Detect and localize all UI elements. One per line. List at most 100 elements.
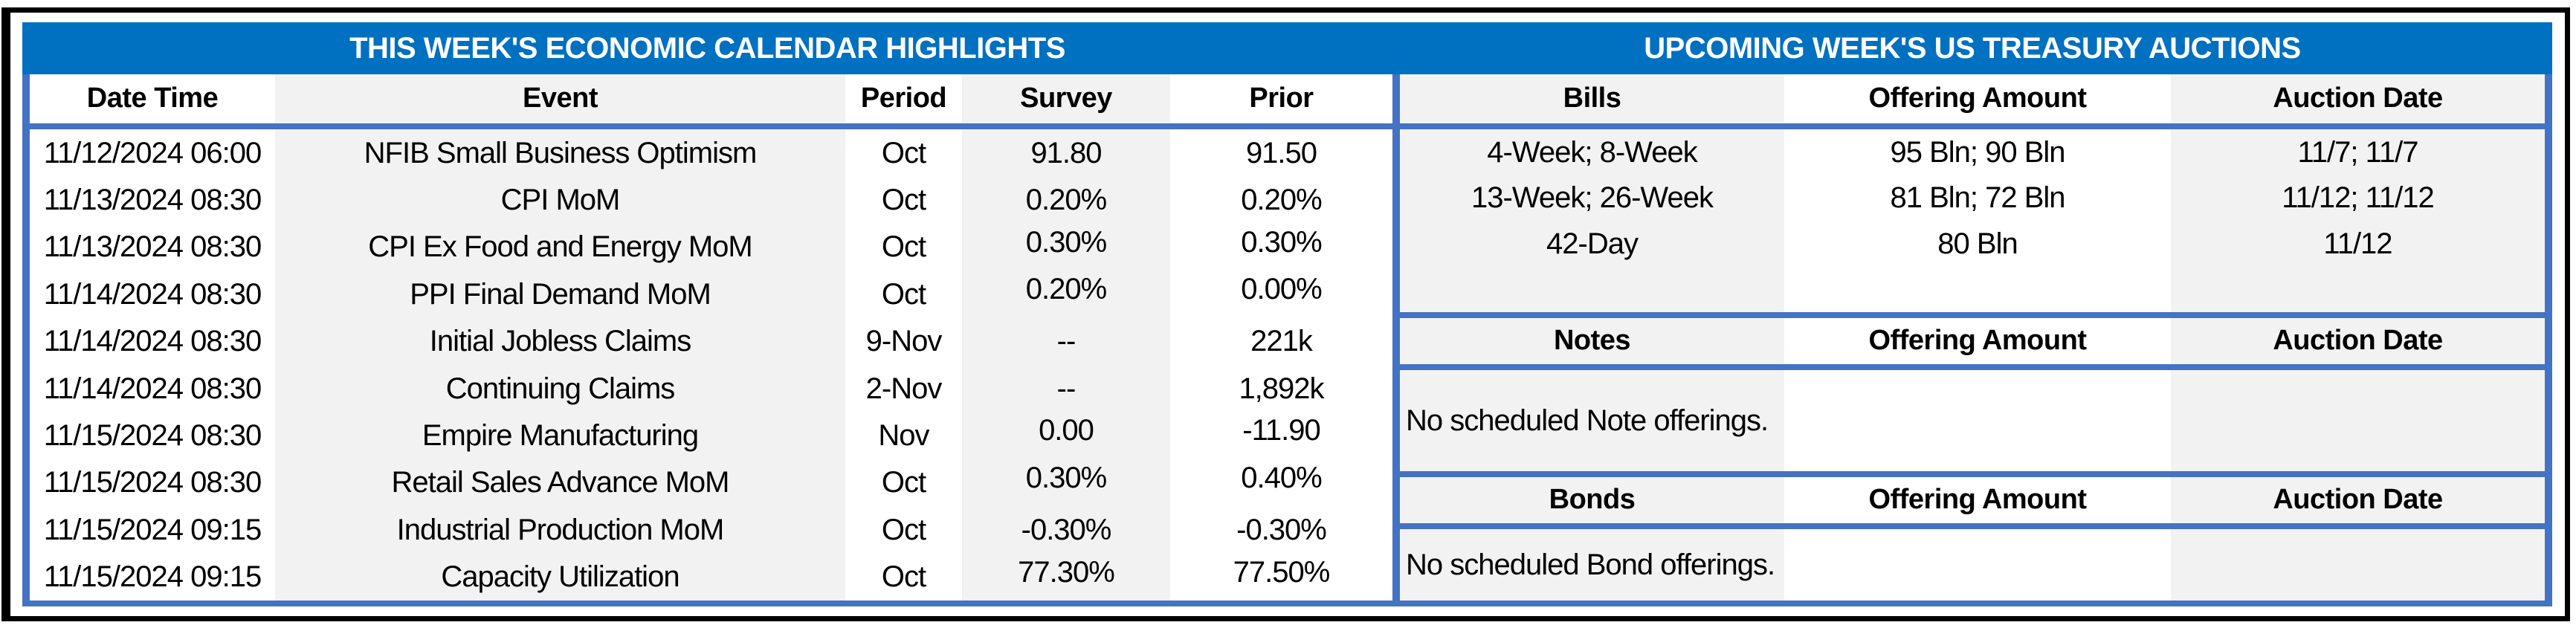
bills-header-row: Bills Offering Amount Auction Date	[1400, 74, 2545, 123]
cell-survey: --	[962, 364, 1170, 412]
cell-prior: 0.30%	[1170, 223, 1392, 271]
cell-survey: 0.20%	[962, 176, 1170, 224]
cell-period: Oct	[845, 553, 962, 601]
cell-survey: 0.30%	[962, 223, 1170, 271]
cell-date-time: 11/14/2024 08:30	[30, 317, 275, 365]
section-divider	[1400, 471, 2545, 477]
cell-survey: 0.20%	[962, 271, 1170, 318]
cell-prior: -11.90	[1170, 412, 1392, 459]
cell-date-time: 11/15/2024 08:30	[30, 412, 275, 459]
header-divider	[1400, 123, 2545, 129]
calendar-row: 11/13/2024 08:30 CPI MoM Oct 0.20% 0.20%	[30, 176, 1392, 224]
cell-prior: 0.20%	[1170, 176, 1392, 224]
cell-auction-date	[2171, 266, 2545, 312]
calendar-row: 11/15/2024 09:15 Industrial Production M…	[30, 506, 1392, 554]
col-header-bonds: Bonds	[1400, 477, 1784, 523]
calendar-row: 11/15/2024 09:15 Capacity Utilization Oc…	[30, 553, 1392, 601]
cell-period: 2-Nov	[845, 364, 962, 412]
calendar-row: 11/14/2024 08:30 PPI Final Demand MoM Oc…	[30, 271, 1392, 318]
cell-auction-date: 11/7; 11/7	[2171, 129, 2545, 175]
bills-row: 13-Week; 26-Week 81 Bln; 72 Bln 11/12; 1…	[1400, 175, 2545, 221]
bonds-message: No scheduled Bond offerings.	[1400, 529, 1784, 601]
cell-offering-amount	[1784, 370, 2171, 471]
cell-date-time: 11/13/2024 08:30	[30, 176, 275, 224]
cell-offering-amount: 95 Bln; 90 Bln	[1784, 129, 2171, 175]
cell-prior: 0.40%	[1170, 459, 1392, 507]
cell-event: NFIB Small Business Optimism	[275, 129, 845, 177]
calendar-row: 11/15/2024 08:30 Retail Sales Advance Mo…	[30, 459, 1392, 507]
cell-bill-type: 4-Week; 8-Week	[1400, 129, 1784, 175]
bonds-header-row: Bonds Offering Amount Auction Date	[1400, 477, 2545, 523]
cell-survey: -0.30%	[962, 506, 1170, 554]
cell-prior: 77.50%	[1170, 553, 1392, 601]
cell-auction-date	[2171, 370, 2545, 471]
treasury-auctions-title: UPCOMING WEEK'S US TREASURY AUCTIONS	[1644, 31, 2301, 65]
economic-calendar-table: Date Time Event Period Survey Prior 11/1…	[22, 74, 1392, 606]
cell-date-time: 11/13/2024 08:30	[30, 223, 275, 271]
cell-period: Oct	[845, 506, 962, 554]
notes-message-row: No scheduled Note offerings.	[1400, 370, 2545, 471]
cell-auction-date: 11/12	[2171, 221, 2545, 267]
cell-period: Nov	[845, 412, 962, 459]
calendar-row: 11/12/2024 06:00 NFIB Small Business Opt…	[30, 129, 1392, 177]
cell-bill-type: 42-Day	[1400, 221, 1784, 267]
cell-bill-type	[1400, 266, 1784, 312]
col-header-offering-amount: Offering Amount	[1784, 318, 2171, 364]
cell-prior: 0.00%	[1170, 271, 1392, 318]
col-header-survey: Survey	[962, 74, 1170, 123]
cell-survey: --	[962, 317, 1170, 365]
calendar-row: 11/14/2024 08:30 Initial Jobless Claims …	[30, 317, 1392, 365]
header-divider	[1400, 523, 2545, 529]
cell-survey: 91.80	[962, 129, 1170, 177]
col-header-period: Period	[845, 74, 962, 123]
cell-event: CPI MoM	[275, 176, 845, 224]
cell-period: Oct	[845, 223, 962, 271]
bills-row: 4-Week; 8-Week 95 Bln; 90 Bln 11/7; 11/7	[1400, 129, 2545, 175]
cell-offering-amount: 81 Bln; 72 Bln	[1784, 175, 2171, 221]
cell-bill-type: 13-Week; 26-Week	[1400, 175, 1784, 221]
cell-date-time: 11/15/2024 08:30	[30, 459, 275, 507]
cell-event: Continuing Claims	[275, 364, 845, 412]
cell-date-time: 11/14/2024 08:30	[30, 364, 275, 412]
title-band: THIS WEEK'S ECONOMIC CALENDAR HIGHLIGHTS…	[22, 22, 2552, 74]
header-divider	[30, 123, 1392, 129]
cell-survey: 0.30%	[962, 459, 1170, 507]
header-divider	[1400, 364, 2545, 370]
cell-period: Oct	[845, 459, 962, 507]
cell-period: Oct	[845, 176, 962, 224]
col-header-auction-date: Auction Date	[2171, 477, 2545, 523]
cell-prior: 221k	[1170, 317, 1392, 365]
col-header-prior: Prior	[1170, 74, 1392, 123]
cell-prior: 91.50	[1170, 129, 1392, 177]
cell-period: 9-Nov	[845, 317, 962, 365]
cell-auction-date: 11/12; 11/12	[2171, 175, 2545, 221]
calendar-row: 11/13/2024 08:30 CPI Ex Food and Energy …	[30, 223, 1392, 271]
cell-survey: 0.00	[962, 412, 1170, 459]
cell-event: PPI Final Demand MoM	[275, 271, 845, 318]
cell-event: Capacity Utilization	[275, 553, 845, 601]
section-divider	[1400, 312, 2545, 318]
calendar-row: 11/14/2024 08:30 Continuing Claims 2-Nov…	[30, 364, 1392, 412]
cell-event: Industrial Production MoM	[275, 506, 845, 554]
treasury-auctions-table: Bills Offering Amount Auction Date 4-Wee…	[1392, 74, 2552, 606]
col-header-notes: Notes	[1400, 318, 1784, 364]
cell-date-time: 11/14/2024 08:30	[30, 271, 275, 318]
economic-calendar-title: THIS WEEK'S ECONOMIC CALENDAR HIGHLIGHTS	[349, 31, 1065, 65]
cell-event: Retail Sales Advance MoM	[275, 459, 845, 507]
cell-period: Oct	[845, 271, 962, 318]
cell-offering-amount: 80 Bln	[1784, 221, 2171, 267]
bills-row: 42-Day 80 Bln 11/12	[1400, 221, 2545, 267]
bills-row-empty	[1400, 266, 2545, 312]
cell-date-time: 11/15/2024 09:15	[30, 506, 275, 554]
col-header-offering-amount: Offering Amount	[1784, 74, 2171, 123]
cell-date-time: 11/15/2024 09:15	[30, 553, 275, 601]
cell-prior: 1,892k	[1170, 364, 1392, 412]
cell-date-time: 11/12/2024 06:00	[30, 129, 275, 177]
col-header-auction-date: Auction Date	[2171, 318, 2545, 364]
notes-header-row: Notes Offering Amount Auction Date	[1400, 318, 2545, 364]
cell-event: Empire Manufacturing	[275, 412, 845, 459]
cell-auction-date	[2171, 529, 2545, 601]
calendar-row: 11/15/2024 08:30 Empire Manufacturing No…	[30, 412, 1392, 459]
cell-offering-amount	[1784, 529, 2171, 601]
cell-prior: -0.30%	[1170, 506, 1392, 554]
